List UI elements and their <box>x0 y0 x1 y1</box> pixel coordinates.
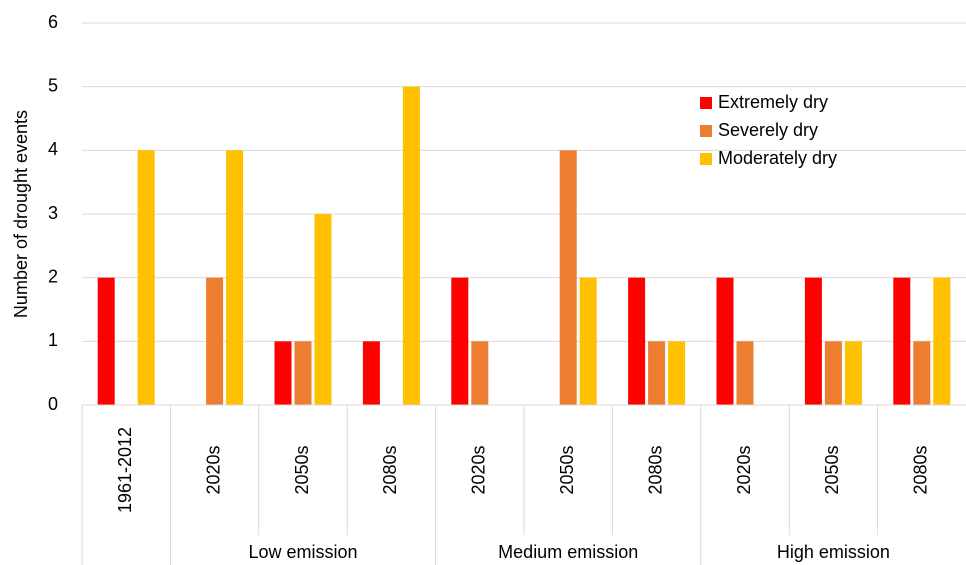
bar <box>471 341 489 405</box>
x-tick-label: 2080s <box>911 445 931 494</box>
legend-swatch <box>700 125 712 137</box>
x-tick-label: 2050s <box>292 445 312 494</box>
bar <box>804 277 822 405</box>
bar <box>97 277 115 405</box>
y-tick-label: 5 <box>48 75 58 95</box>
legend-swatch <box>700 153 712 165</box>
bar <box>628 277 646 405</box>
bar <box>206 277 224 405</box>
bar <box>824 341 842 405</box>
bar <box>294 341 312 405</box>
group-label: Low emission <box>248 542 357 562</box>
bar <box>716 277 734 405</box>
bar <box>736 341 754 405</box>
y-tick-label: 1 <box>48 330 58 350</box>
x-tick-label: 2080s <box>645 445 665 494</box>
group-label: High emission <box>777 542 890 562</box>
y-axis-title: Number of drought events <box>11 110 31 318</box>
bar <box>314 214 332 405</box>
legend-swatch <box>700 97 712 109</box>
bar <box>579 277 597 405</box>
bar <box>668 341 686 405</box>
bar <box>559 150 577 405</box>
y-tick-label: 2 <box>48 266 58 286</box>
x-tick-label: 2050s <box>557 445 577 494</box>
x-tick-label: 2080s <box>380 445 400 494</box>
bar <box>893 277 911 405</box>
legend-label: Severely dry <box>718 120 818 140</box>
y-tick-label: 4 <box>48 139 58 159</box>
bar <box>451 277 469 405</box>
bar <box>226 150 244 405</box>
y-tick-label: 3 <box>48 203 58 223</box>
bar <box>402 86 420 406</box>
bar <box>362 341 380 405</box>
x-tick-label: 2020s <box>734 445 754 494</box>
x-tick-label: 2050s <box>822 445 842 494</box>
legend-label: Moderately dry <box>718 148 837 168</box>
y-tick-label: 6 <box>48 12 58 32</box>
bar <box>913 341 931 405</box>
legend-label: Extremely dry <box>718 92 828 112</box>
bar <box>274 341 292 405</box>
x-tick-label: 2020s <box>469 445 489 494</box>
y-tick-label: 0 <box>48 394 58 414</box>
bar <box>648 341 666 405</box>
bar <box>933 277 951 405</box>
bar <box>137 150 155 405</box>
x-tick-label: 2020s <box>203 445 223 494</box>
bar <box>844 341 862 405</box>
group-label: Medium emission <box>498 542 638 562</box>
x-tick-label: 1961-2012 <box>115 427 135 513</box>
